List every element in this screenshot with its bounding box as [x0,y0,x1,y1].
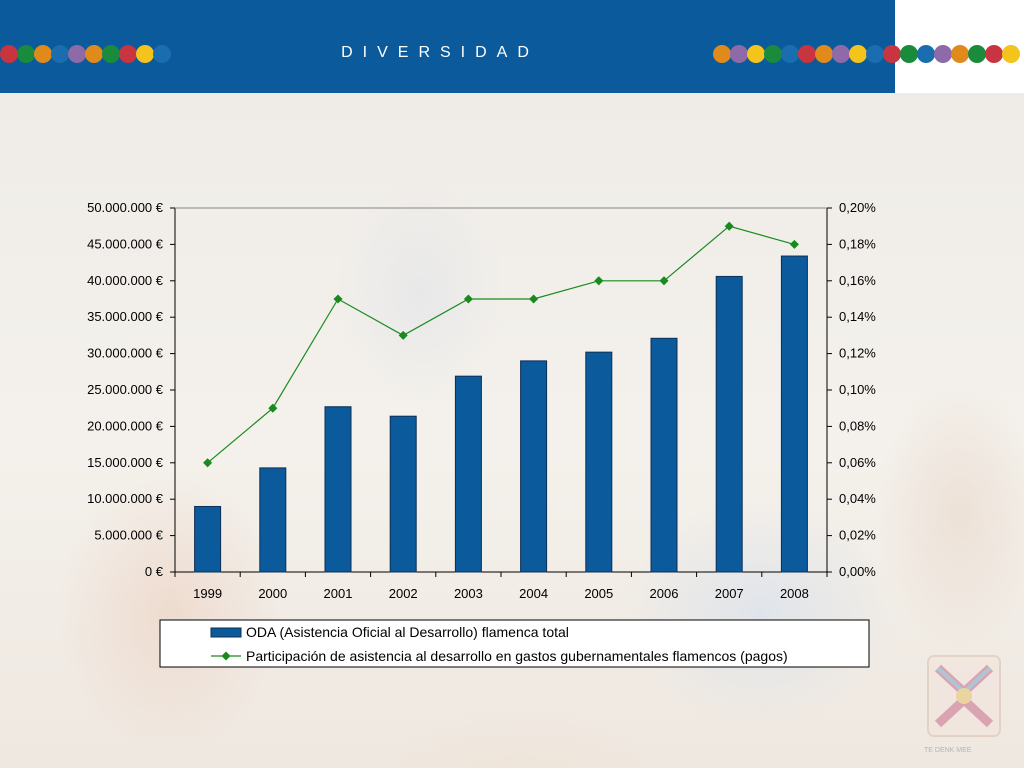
x-tick-label: 1999 [193,586,222,601]
decorative-dot [730,45,748,63]
decorative-dot [68,45,86,63]
decorative-dot [102,45,120,63]
legend-bar-swatch [210,627,242,638]
flanders-logo: TE DENK MEE [924,655,1001,754]
decorative-dot [1002,45,1020,63]
right-y-tick-label: 0,12% [839,346,876,361]
right-y-tick-label: 0,14% [839,309,876,324]
right-y-tick-label: 0,18% [839,236,876,251]
decorative-dot [34,45,52,63]
bar [259,467,287,573]
decorative-dot [951,45,969,63]
decorative-dot [934,45,952,63]
right-y-tick-label: 0,06% [839,455,876,470]
x-tick-label: 2001 [324,586,353,601]
decorative-dot [781,45,799,63]
right-y-tick-label: 0,08% [839,418,876,433]
decorative-dot [815,45,833,63]
decorative-dot [866,45,884,63]
bar [520,360,548,573]
decorative-dot [917,45,935,63]
decorative-dot [713,45,731,63]
line-marker [529,294,539,304]
decorative-dot [849,45,867,63]
right-y-tick-label: 0,00% [839,564,876,579]
left-y-tick-label: 15.000.000 € [87,455,164,470]
left-y-tick-label: 0 € [145,564,164,579]
right-y-tick-label: 0,20% [839,200,876,215]
x-tick-label: 2006 [650,586,679,601]
line-marker [463,294,473,304]
decorative-dots-left [0,45,171,63]
decorative-dot [136,45,154,63]
decorative-dot [747,45,765,63]
left-y-tick-label: 45.000.000 € [87,236,164,251]
x-tick-label: 2004 [519,586,548,601]
decorative-dot [17,45,35,63]
decorative-dot [900,45,918,63]
decorative-dot [832,45,850,63]
bar [715,275,743,573]
x-tick-label: 2005 [584,586,613,601]
line-series [207,225,795,464]
x-tick-label: 2002 [389,586,418,601]
decorative-dot [798,45,816,63]
right-y-tick-label: 0,16% [839,273,876,288]
bar [194,505,222,573]
left-y-tick-label: 40.000.000 € [87,273,164,288]
left-y-tick-label: 50.000.000 € [87,200,164,215]
bar [324,406,352,573]
left-y-tick-label: 20.000.000 € [87,418,164,433]
right-y-tick-label: 0,02% [839,528,876,543]
left-y-tick-label: 30.000.000 € [87,346,164,361]
legend-label-line: Participación de asistencia al desarroll… [246,648,788,664]
decorative-dots-right [713,45,1020,63]
bar [585,351,613,573]
decorative-dot [85,45,103,63]
line-marker [398,330,408,340]
bar [389,415,417,573]
x-tick-label: 2003 [454,586,483,601]
slide-title: DIVERSIDAD [341,44,539,61]
decorative-dot [985,45,1003,63]
bar [650,337,678,573]
decorative-dot [51,45,69,63]
legend-label-bar: ODA (Asistencia Oficial al Desarrollo) f… [246,624,569,640]
line-marker [789,239,799,249]
left-y-tick-label: 25.000.000 € [87,382,164,397]
left-y-tick-label: 5.000.000 € [94,528,163,543]
decorative-dot [968,45,986,63]
svg-text:TE DENK MEE: TE DENK MEE [924,747,972,754]
legend-box [159,619,870,668]
right-y-tick-label: 0,10% [839,382,876,397]
bar [780,255,808,573]
x-tick-label: 2000 [258,586,287,601]
bar [454,375,482,573]
left-y-tick-label: 10.000.000 € [87,491,164,506]
decorative-dot [764,45,782,63]
right-y-tick-label: 0,04% [839,491,876,506]
line-marker [659,276,669,286]
x-tick-label: 2007 [715,586,744,601]
x-tick-label: 2008 [780,586,809,601]
line-marker [594,276,604,286]
decorative-dot [153,45,171,63]
decorative-dot [119,45,137,63]
decorative-dot [883,45,901,63]
decorative-dot [0,45,18,63]
left-y-tick-label: 35.000.000 € [87,309,164,324]
line-marker [333,294,343,304]
